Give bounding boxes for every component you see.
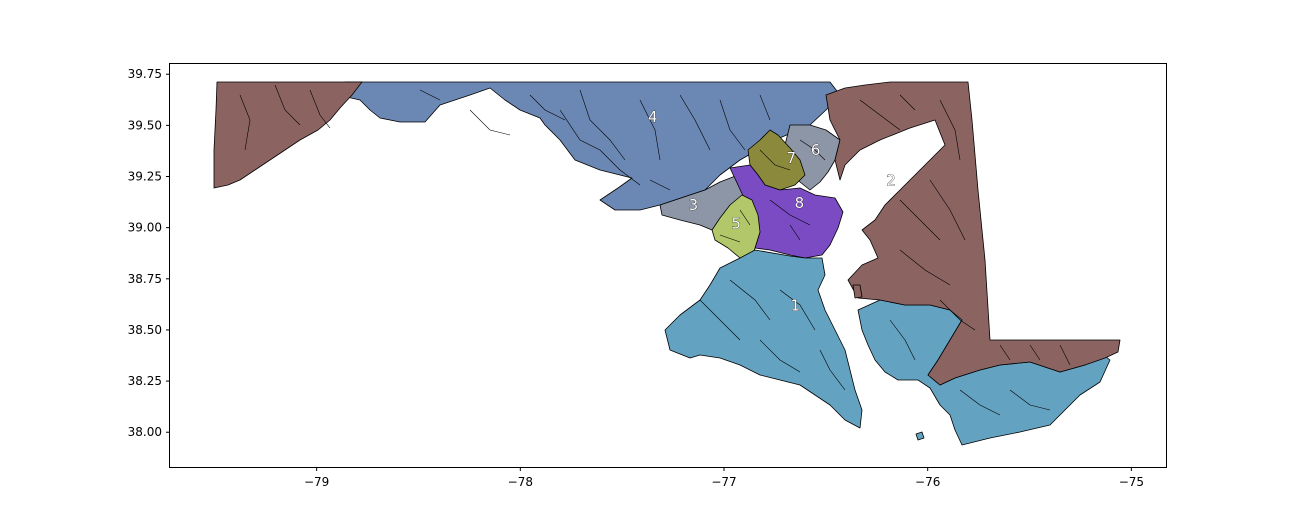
y-tick-label: 39.50 (128, 118, 162, 132)
district-label-1: 1 (791, 296, 801, 314)
x-tick-label: −79 (304, 475, 329, 489)
district-2-region (825, 81, 1121, 386)
y-tick-label: 38.00 (128, 425, 162, 439)
y-tick-label: 39.75 (128, 67, 162, 81)
precinct-boundaries (239, 84, 1071, 416)
x-tick-label: −76 (915, 475, 940, 489)
x-axis-ticks: −79 −78 −77 −76 −75 (304, 467, 1144, 489)
y-tick-label: 39.25 (128, 170, 162, 184)
x-tick-label: −75 (1119, 475, 1144, 489)
y-tick-label: 38.25 (128, 374, 162, 388)
district-label-6: 6 (811, 141, 821, 159)
island-region-2 (852, 284, 863, 299)
y-tick-label: 38.75 (128, 272, 162, 286)
district-label-4: 4 (648, 108, 658, 126)
map-regions (213, 81, 1121, 446)
district-label-5: 5 (731, 215, 741, 233)
x-tick-label: −77 (711, 475, 736, 489)
district-1-south-region (664, 249, 863, 429)
axes-frame (169, 63, 1167, 468)
y-axis-ticks: 38.00 38.25 38.50 38.75 39.00 39.25 39.50 39.75 (128, 67, 170, 439)
district-label-7: 7 (786, 149, 796, 167)
y-tick-label: 39.00 (128, 221, 162, 235)
district-5-region (711, 194, 761, 263)
x-tick-label: −78 (508, 475, 533, 489)
y-tick-label: 38.50 (128, 323, 162, 337)
district-label-2: 2 (886, 172, 896, 190)
district-6-west-region (213, 81, 363, 189)
district-labels: 1 2 3 4 5 67 8 (648, 108, 896, 315)
island-region (915, 431, 925, 441)
district-label-8: 8 (795, 194, 805, 212)
district-label-3: 3 (689, 196, 699, 214)
